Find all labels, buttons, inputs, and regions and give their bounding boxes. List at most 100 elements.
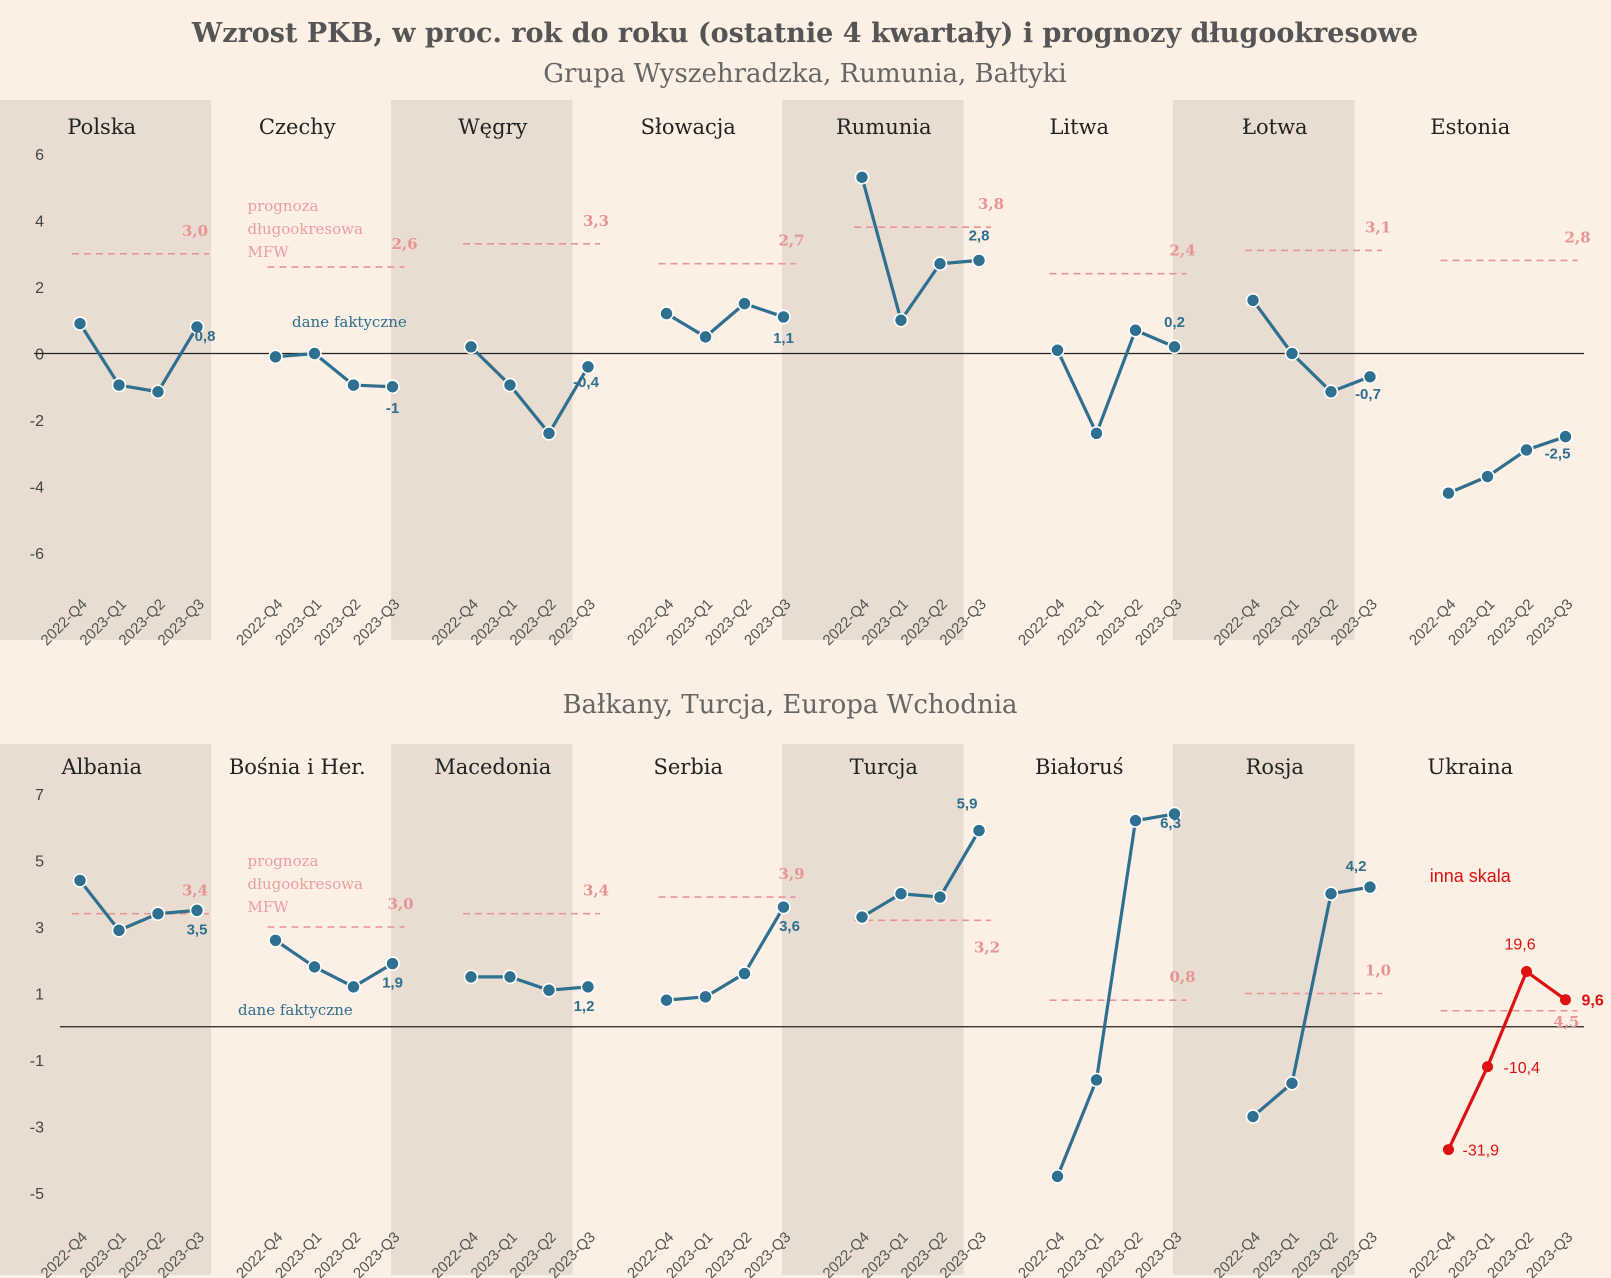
y-tick-label: -2 [30, 413, 44, 430]
panel-shade-polska [0, 100, 211, 640]
panel-shade-turcja [782, 744, 964, 1275]
data-point [1089, 1072, 1104, 1088]
series-line [78, 322, 199, 394]
data-point [698, 329, 713, 345]
panel-shading [0, 100, 1355, 1275]
series-line [1251, 299, 1371, 394]
actual-label: -1 [386, 400, 399, 417]
data-point [1245, 1109, 1261, 1124]
y-tick-label: 7 [35, 787, 44, 804]
data-point [111, 923, 127, 938]
panel-name: Białoruś [1035, 755, 1123, 779]
actual-label: -0,7 [1355, 386, 1381, 403]
data-point [1167, 806, 1182, 822]
data-point [385, 379, 400, 395]
panel-name: Albania [60, 755, 142, 779]
data-point [1323, 384, 1339, 400]
series-line [1447, 969, 1567, 1151]
data-point [893, 886, 909, 902]
y-tick-label: 1 [35, 987, 44, 1004]
series-line [1447, 435, 1567, 495]
forecast-note: prognoza [248, 852, 319, 870]
data-point [1128, 322, 1143, 338]
actual-label: 0,2 [1164, 314, 1185, 331]
data-point [150, 384, 166, 400]
point-label: 9,6 [1582, 993, 1604, 1010]
forecast-label: 4,5 [1553, 1013, 1579, 1031]
data-point [580, 359, 596, 375]
actual-label: 1,2 [574, 998, 595, 1015]
actual-note: dane faktyczne [292, 313, 407, 331]
forecast-label: 3,0 [387, 895, 413, 913]
data-point [268, 932, 283, 948]
data-point [932, 889, 948, 905]
data-point [1558, 429, 1573, 444]
data-point [659, 992, 674, 1008]
actual-label: 4,2 [1346, 858, 1367, 875]
data-point [1050, 342, 1065, 358]
data-point [502, 377, 518, 393]
data-point [346, 979, 361, 995]
series-line [861, 829, 981, 919]
panel-name: Macedonia [434, 755, 551, 779]
data-point [541, 425, 557, 441]
data-point [1245, 292, 1261, 308]
y-tick-label: -3 [30, 1120, 44, 1137]
y-tick-label: -1 [30, 1053, 44, 1070]
data-point [1128, 813, 1143, 828]
series-line [665, 302, 785, 339]
data-point [971, 823, 987, 838]
data-point [854, 169, 870, 185]
panel-name: Litwa [1049, 115, 1109, 139]
panel-shade-wegry [391, 100, 573, 640]
actual-label: 2,8 [969, 227, 990, 244]
y-tick-label: -6 [30, 546, 44, 563]
data-point [932, 256, 948, 272]
forecast-note: MFW [248, 243, 290, 261]
series-line [1056, 812, 1175, 1177]
chart-title: Wzrost PKB, w proc. rok do roku (ostatni… [191, 18, 1418, 49]
y-tick-label: 4 [35, 214, 44, 231]
panel-name: Łotwa [1242, 115, 1308, 139]
panel-shade-albania [0, 744, 211, 1275]
data-point [1560, 994, 1571, 1006]
actual-label: 0,8 [195, 328, 216, 345]
actual-label: 5,9 [957, 796, 978, 813]
data-point [72, 873, 88, 888]
data-point [111, 377, 127, 393]
panel-name: Serbia [653, 755, 723, 779]
data-point [1521, 966, 1532, 978]
data-point [541, 982, 557, 998]
data-point [463, 969, 479, 985]
y-tick-label: -4 [30, 480, 44, 497]
forecast-label: 3,4 [583, 882, 609, 900]
panel-name: Czechy [259, 115, 336, 139]
actual-label: 6,3 [1160, 815, 1181, 832]
data-point [737, 296, 752, 311]
panel-name: Estonia [1430, 115, 1510, 139]
data-point [189, 903, 205, 918]
forecast-label: 2,8 [1564, 228, 1590, 246]
forecast-label: 3,2 [974, 938, 1000, 956]
forecast-label: 3,9 [778, 865, 804, 883]
series-line [1056, 328, 1176, 435]
data-point [854, 909, 870, 925]
forecast-label: 3,0 [182, 222, 208, 240]
forecast-label: 3,3 [583, 212, 609, 230]
y-tick-label: 0 [35, 347, 44, 364]
y-tick-label: 3 [35, 920, 44, 937]
data-point [580, 979, 596, 995]
data-point [189, 319, 205, 335]
actual-label: 3,6 [779, 918, 800, 935]
data-point [1480, 469, 1495, 484]
panel-shade-lotwa [1173, 100, 1355, 640]
actual-note: dane faktyczne [238, 1001, 353, 1019]
data-point [1284, 1075, 1300, 1091]
series-line [78, 879, 198, 932]
actual-label: 1,9 [382, 975, 403, 992]
data-point [1167, 339, 1182, 355]
data-point [737, 966, 752, 981]
data-point [1519, 442, 1534, 458]
data-point [1482, 1061, 1493, 1073]
series-line [274, 938, 394, 989]
